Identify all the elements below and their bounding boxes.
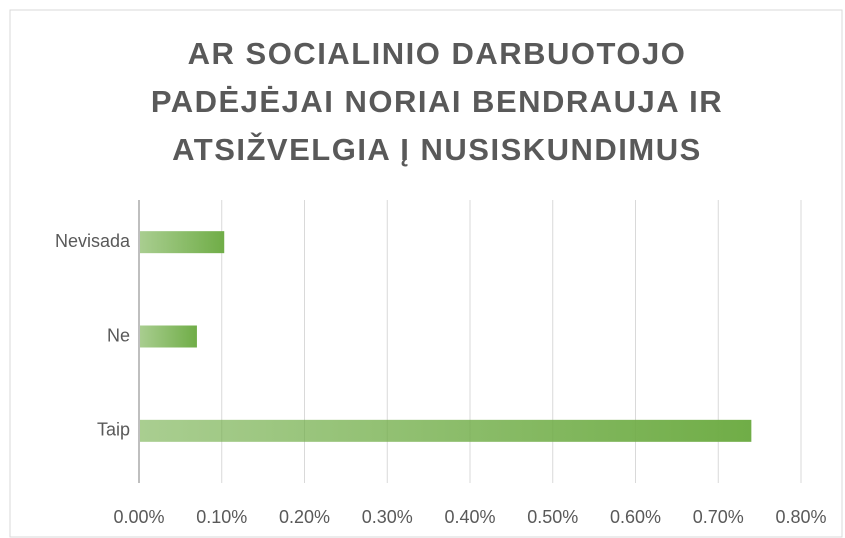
x-tick-label: 0.10% xyxy=(196,507,247,527)
y-tick-label: Nevisada xyxy=(55,231,131,251)
chart-title: AR SOCIALINIO DARBUOTOJO xyxy=(188,36,687,71)
y-tick-label: Ne xyxy=(107,325,130,345)
x-tick-label: 0.00% xyxy=(113,507,164,527)
x-tick-label: 0.50% xyxy=(527,507,578,527)
chart-border xyxy=(9,9,843,538)
chart-title: PADĖJĖJAI NORIAI BENDRAUJA IR xyxy=(151,84,723,119)
bar xyxy=(139,231,225,254)
x-tick-label: 0.20% xyxy=(279,507,330,527)
x-tick-label: 0.70% xyxy=(693,507,744,527)
x-tick-label: 0.60% xyxy=(610,507,661,527)
bar xyxy=(139,419,752,442)
chart-title: ATSIŽVELGIA Į NUSISKUNDIMUS xyxy=(172,131,702,167)
y-tick-label: Taip xyxy=(97,420,130,440)
bar xyxy=(139,325,197,348)
x-tick-label: 0.40% xyxy=(444,507,495,527)
x-tick-label: 0.80% xyxy=(775,507,826,527)
x-tick-label: 0.30% xyxy=(362,507,413,527)
